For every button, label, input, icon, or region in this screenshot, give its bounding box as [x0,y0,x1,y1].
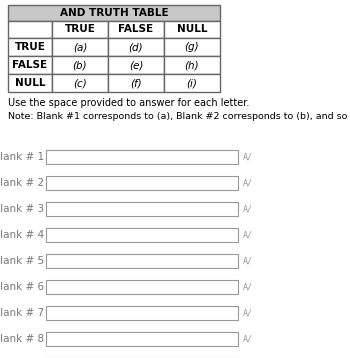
Bar [46,150,238,164]
Text: A/: A/ [243,334,253,343]
Bar [164,56,220,74]
Bar [164,74,220,92]
Text: Blank # 1: Blank # 1 [0,152,44,162]
Text: (e): (e) [129,60,143,70]
Text: (c): (c) [73,78,87,88]
Bar [8,56,52,74]
Text: (a): (a) [73,42,87,52]
Bar [46,202,238,216]
Bar [164,21,220,38]
Text: Note: Blank #1 corresponds to (a), Blank #2 corresponds to (b), and so forth.: Note: Blank #1 corresponds to (a), Blank… [8,112,350,121]
Text: Blank # 7: Blank # 7 [0,308,44,318]
Text: (f): (f) [130,78,142,88]
Bar [8,74,52,92]
Bar [46,306,238,320]
Text: A/: A/ [243,282,253,291]
Text: (g): (g) [185,42,199,52]
Bar [46,176,238,190]
Bar [164,38,220,56]
Bar [8,5,220,21]
Text: AND TRUTH TABLE: AND TRUTH TABLE [60,8,168,18]
Bar [52,74,108,92]
Text: NULL: NULL [15,78,45,88]
Text: A/: A/ [243,256,253,266]
Bar [108,56,164,74]
Text: (b): (b) [73,60,87,70]
Text: A/: A/ [243,309,253,318]
Bar [52,21,108,38]
Bar [46,280,238,294]
Text: FALSE: FALSE [13,60,48,70]
Text: (h): (h) [185,60,199,70]
Text: A/: A/ [243,204,253,213]
Bar [108,21,164,38]
Bar [108,38,164,56]
Text: (i): (i) [187,78,197,88]
Text: Blank # 6: Blank # 6 [0,282,44,292]
Bar [52,38,108,56]
Text: A/: A/ [243,231,253,240]
Bar [46,254,238,268]
Bar [52,56,108,74]
Text: Blank # 3: Blank # 3 [0,204,44,214]
Text: A/: A/ [243,153,253,161]
Text: Blank # 2: Blank # 2 [0,178,44,188]
Text: (d): (d) [129,42,143,52]
Text: Use the space provided to answer for each letter.: Use the space provided to answer for eac… [8,98,249,108]
Text: FALSE: FALSE [118,24,154,34]
Bar [46,228,238,242]
Bar [8,21,52,38]
Bar [46,332,238,346]
Text: Blank # 8: Blank # 8 [0,334,44,344]
Text: A/: A/ [243,179,253,188]
Text: TRUE: TRUE [15,42,46,52]
Bar [8,38,52,56]
Text: Blank # 5: Blank # 5 [0,256,44,266]
Text: Blank # 4: Blank # 4 [0,230,44,240]
Text: TRUE: TRUE [64,24,96,34]
Bar [108,74,164,92]
Text: NULL: NULL [177,24,207,34]
